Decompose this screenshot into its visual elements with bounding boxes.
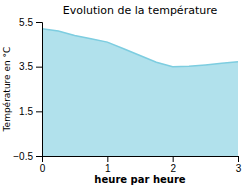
- y-tick-label: −0.5: [13, 151, 33, 162]
- x-axis: 0 1 2 3: [40, 156, 242, 174]
- y-tick: 3.5: [19, 61, 42, 72]
- marks: [42, 29, 238, 156]
- x-tick-label: 3: [236, 163, 242, 174]
- y-tick-mark: [36, 111, 42, 112]
- chart: 0 1 2 3 −0.5 1.5 3.5 5.5 Evolution de la tempéra…: [0, 0, 250, 188]
- y-tick-label: 5.5: [19, 17, 33, 28]
- y-tick-label: 1.5: [19, 106, 33, 117]
- x-tick: 0: [40, 156, 46, 174]
- area-fill: [42, 29, 238, 156]
- y-axis-line: [36, 23, 43, 157]
- x-tick-label: 0: [40, 163, 46, 174]
- x-axis-line: [43, 157, 239, 163]
- x-tick-mark: [238, 156, 239, 162]
- x-tick-mark: [107, 156, 108, 162]
- x-tick: 2: [170, 156, 176, 174]
- x-tick: 1: [105, 156, 111, 174]
- x-tick-label: 2: [170, 163, 176, 174]
- y-tick: 5.5: [19, 17, 42, 28]
- title: Evolution de la température: [63, 4, 218, 17]
- y-tick-mark: [36, 22, 42, 23]
- y-tick-label: 3.5: [19, 61, 33, 72]
- y-tick: −0.5: [13, 151, 42, 162]
- y-tick-mark: [36, 156, 42, 157]
- y-axis-title: Température en °C: [2, 47, 12, 133]
- y-tick: 1.5: [19, 106, 42, 117]
- y-tick-mark: [36, 67, 42, 68]
- plot-area: 0 1 2 3 −0.5 1.5 3.5 5.5: [13, 17, 241, 174]
- x-tick-label: 1: [105, 163, 111, 174]
- x-tick: 3: [236, 156, 242, 174]
- x-axis-title: heure par heure: [94, 174, 185, 185]
- x-tick-mark: [173, 156, 174, 162]
- line: [42, 29, 238, 67]
- y-axis: −0.5 1.5 3.5 5.5: [13, 17, 42, 162]
